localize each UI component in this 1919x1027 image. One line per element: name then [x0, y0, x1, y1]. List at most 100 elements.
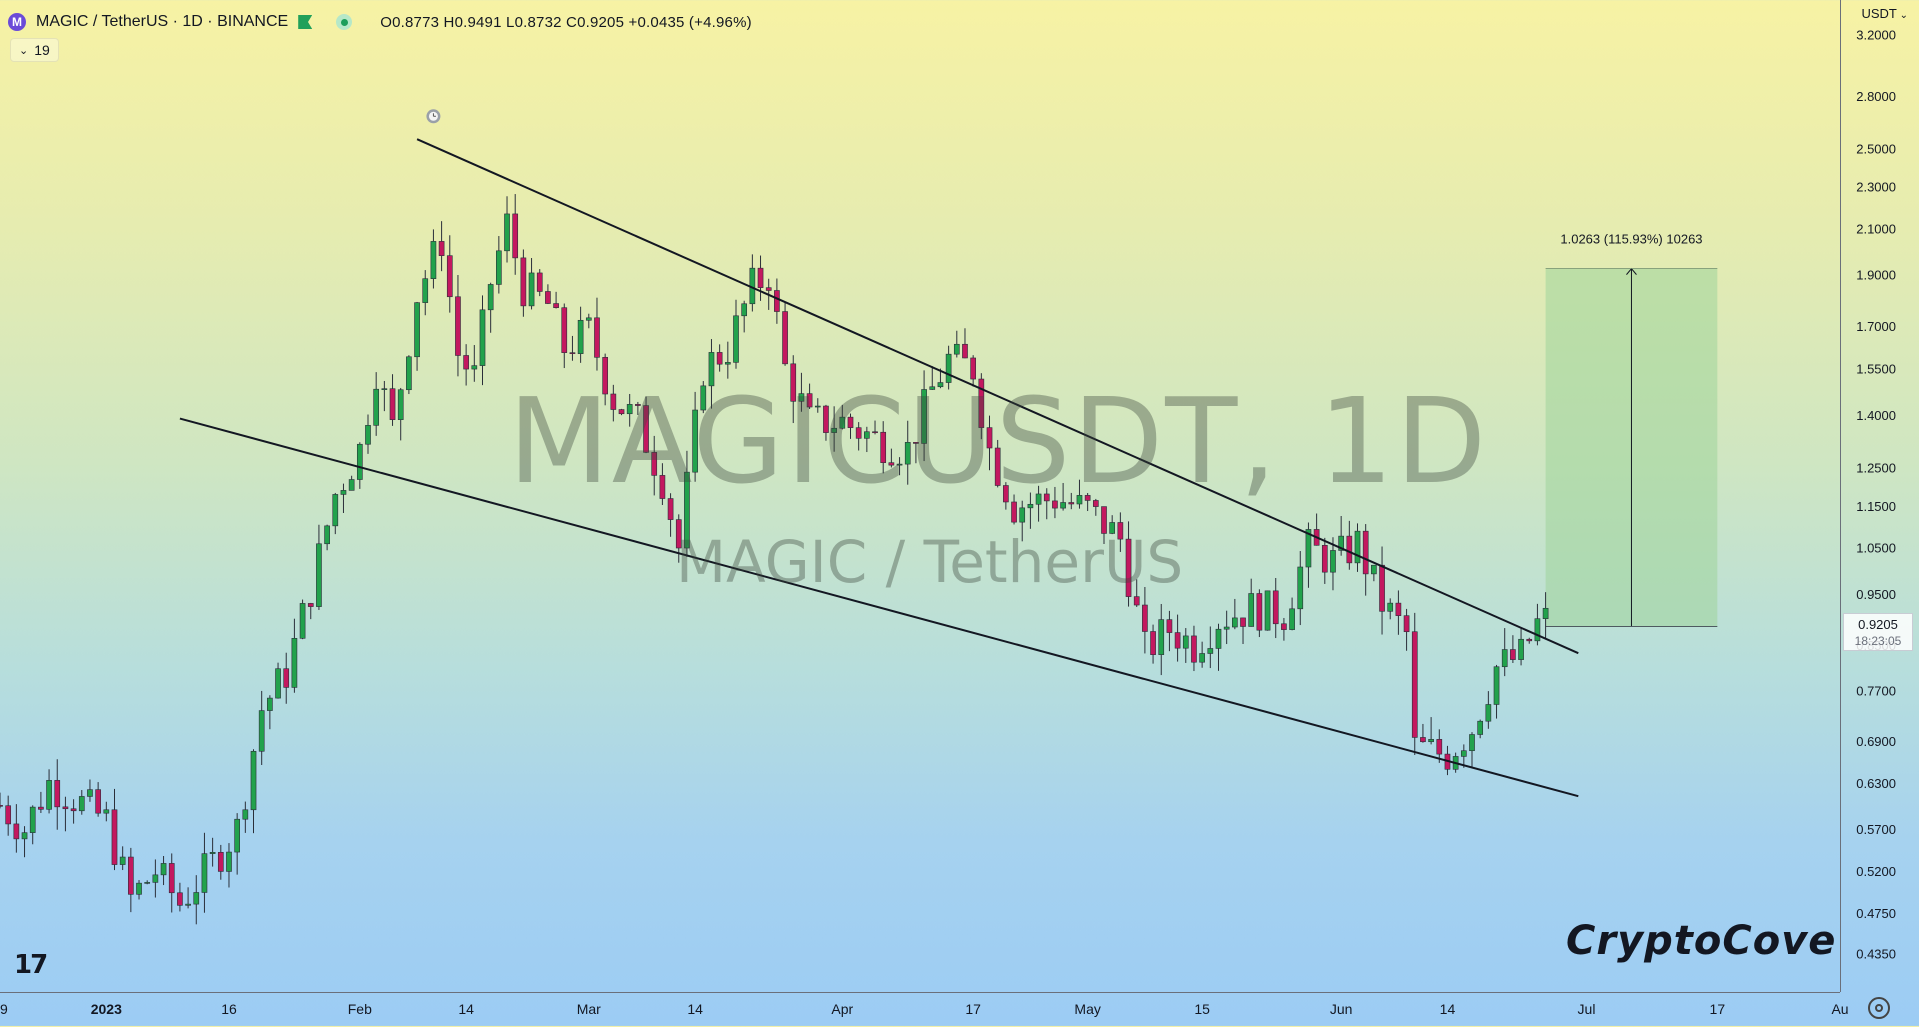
candle-body — [463, 355, 469, 370]
candle-body — [217, 852, 224, 872]
time-tick-label: 15 — [1194, 1001, 1210, 1017]
candle-body — [406, 356, 412, 391]
candle-body — [733, 315, 739, 363]
candle-body — [855, 427, 862, 439]
time-tick-label: 19 — [0, 1001, 8, 1017]
watermark-symbol: MAGICUSDT, 1D — [508, 372, 1489, 510]
candle-body — [479, 309, 486, 366]
candle-body — [128, 856, 134, 895]
candle-body — [1043, 493, 1050, 502]
close-value: C0.9205 — [566, 13, 625, 31]
time-tick-label: Jul — [1578, 1001, 1596, 1017]
price-tick-label: 2.1000 — [1856, 222, 1896, 237]
candle-body — [528, 272, 535, 307]
candle-body — [953, 343, 960, 355]
candle-body — [1191, 635, 1197, 663]
candle-body — [1542, 607, 1549, 619]
time-tick-label: May — [1074, 1001, 1100, 1017]
candle-body — [1281, 623, 1287, 630]
price-tick-label: 0.4350 — [1856, 946, 1896, 961]
settings-gear-icon[interactable] — [1868, 997, 1890, 1019]
candle-body — [577, 319, 584, 354]
time-axis-panel[interactable] — [0, 992, 1840, 1027]
candle-body — [896, 463, 903, 466]
currency-label: USDT — [1861, 6, 1897, 21]
volume-indicator-toggle[interactable]: ⌄ 19 — [10, 38, 59, 62]
candle-body — [332, 494, 339, 527]
time-axis[interactable]: 19 2023 16 Feb 14 Mar 14 Apr 17 May 15 Jun 14 Jul 17 Au — [0, 1001, 1849, 1017]
candle-body — [1362, 530, 1369, 575]
candle-body — [872, 431, 878, 434]
trendlines[interactable] — [179, 138, 1718, 798]
candle-body — [880, 431, 887, 463]
trendline-lower[interactable] — [179, 417, 1579, 798]
trendline-upper[interactable] — [416, 138, 1579, 655]
candle-body — [667, 498, 674, 520]
volume-value: 19 — [34, 42, 50, 58]
candle-body — [536, 272, 543, 292]
chevron-down-icon: ⌄ — [19, 44, 29, 57]
candle-body — [356, 443, 363, 480]
market-status-icon[interactable] — [336, 14, 353, 30]
time-tick-label: Au — [1831, 1001, 1848, 1017]
candle-body — [774, 290, 780, 312]
time-tick-label: Mar — [577, 1001, 601, 1017]
candle-body — [38, 806, 44, 810]
candle-body — [1526, 638, 1533, 642]
price-tick-label: 2.5000 — [1856, 141, 1896, 156]
symbol-title[interactable]: MAGIC / TetherUS · 1D · BINANCE — [36, 13, 289, 30]
time-tick-label: 14 — [458, 1001, 474, 1017]
tradingview-logo-icon[interactable]: 17 — [14, 950, 48, 980]
time-tick-label: Apr — [831, 1001, 853, 1017]
candle-body — [545, 291, 551, 304]
candle-body — [1272, 590, 1279, 625]
candle-body — [1485, 704, 1492, 722]
candle-body — [54, 780, 61, 808]
candle-body — [1133, 596, 1140, 606]
candle-body — [1387, 602, 1394, 612]
currency-selector[interactable]: USDT ⌄ — [1861, 6, 1908, 21]
candle-body — [438, 241, 445, 256]
alert-clock-icon[interactable] — [426, 109, 441, 124]
candle-body — [95, 789, 101, 814]
low-value: L0.8732 — [506, 13, 562, 31]
candle-body — [62, 806, 69, 810]
candle-body — [455, 296, 461, 356]
candle-body — [348, 479, 355, 491]
candle-body — [888, 462, 895, 466]
price-tick-label: 0.9500 — [1856, 587, 1896, 602]
candle-body — [234, 818, 240, 853]
candle-body — [283, 668, 290, 688]
candle-body — [1248, 593, 1255, 627]
candle-body — [1060, 502, 1066, 509]
last-price-value: 0.9205 — [1858, 617, 1898, 632]
price-axis-panel[interactable]: USDT ⌄ — [1840, 0, 1919, 992]
high-value: H0.9491 — [443, 13, 502, 31]
candle-body — [1305, 529, 1312, 568]
price-axis[interactable]: 3.2000 2.8000 2.5000 2.3000 2.1000 1.9000 1.70… — [1856, 28, 1896, 962]
candle-body — [46, 780, 52, 810]
candle-body — [1174, 632, 1181, 649]
brand-watermark: CryptoCove — [1566, 918, 1837, 964]
candle-body — [365, 425, 371, 445]
candle-body — [708, 352, 715, 387]
candle-body — [209, 852, 216, 854]
flag-icon[interactable] — [298, 15, 313, 29]
candle-body — [397, 389, 404, 420]
candle-body — [275, 668, 281, 699]
candle-body — [152, 874, 159, 883]
candle-body — [242, 809, 249, 820]
candle-body — [937, 382, 944, 388]
candle-body — [226, 851, 232, 872]
price-tick-label: 1.2500 — [1856, 460, 1896, 475]
candle-body — [389, 388, 396, 420]
candle-body — [1101, 506, 1107, 534]
time-tick-label: Feb — [348, 1001, 372, 1017]
candle-body — [921, 389, 927, 444]
candle-body — [831, 427, 837, 433]
candle-body — [864, 431, 870, 439]
candle-body — [945, 353, 952, 383]
candle-body — [1346, 535, 1353, 564]
candle-body — [1411, 631, 1418, 738]
